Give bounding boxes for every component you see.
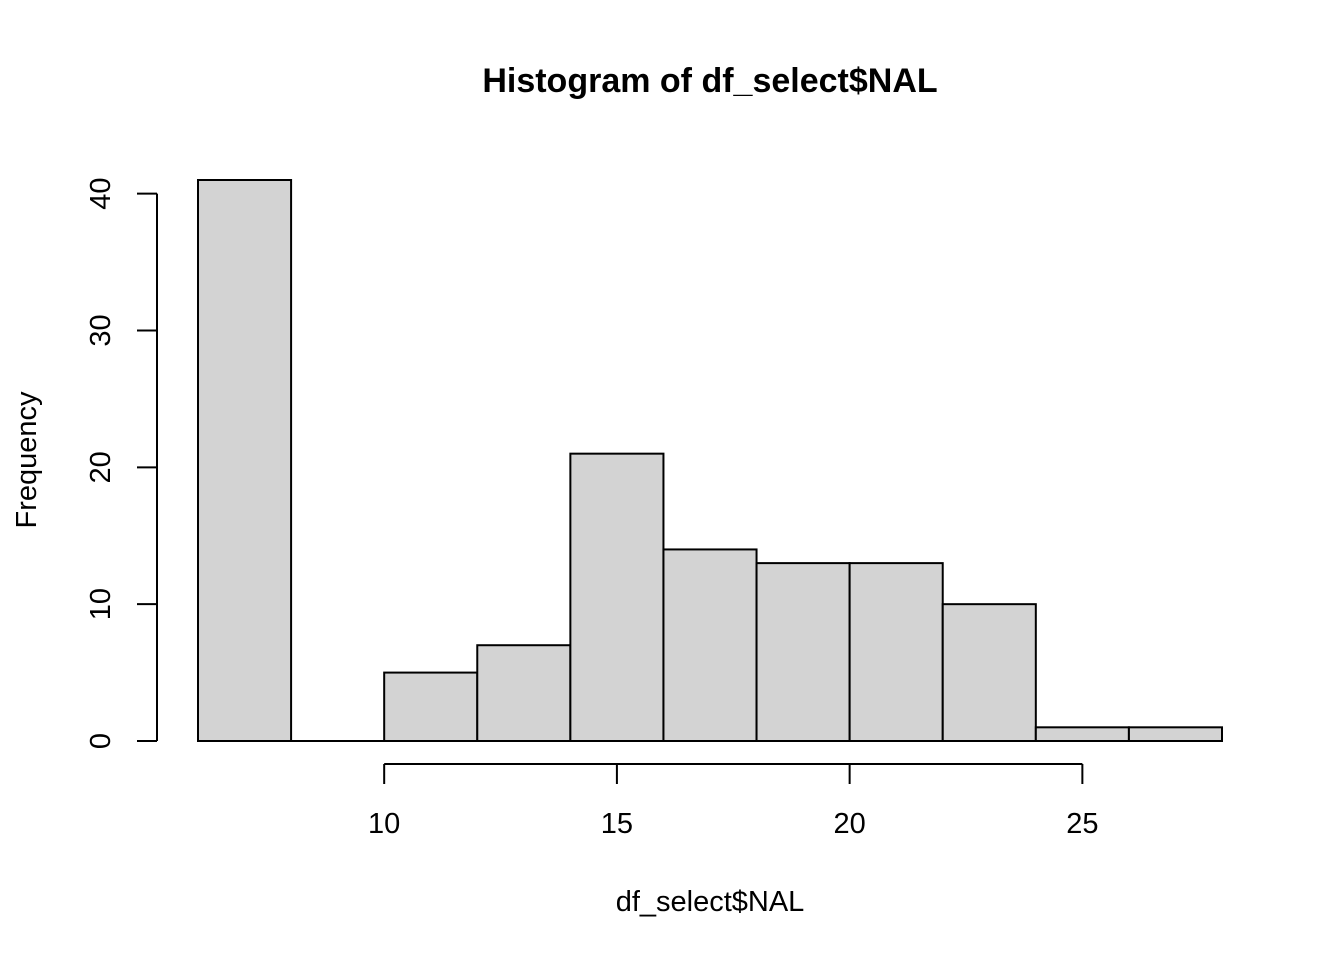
histogram-bar <box>569 452 665 742</box>
chart-title: Histogram of df_select$NAL <box>482 62 937 100</box>
histogram-bar <box>476 644 572 742</box>
histogram-bar <box>197 179 293 742</box>
y-axis: 0 10 20 30 40 <box>85 178 158 749</box>
x-tick-label: 15 <box>601 808 633 840</box>
y-axis-label: Frequency <box>11 391 43 529</box>
histogram-bar <box>941 603 1037 742</box>
y-tick-label: 10 <box>85 588 117 620</box>
bars-group <box>197 179 1223 743</box>
y-tick-label: 0 <box>85 733 117 749</box>
x-tick-label: 10 <box>368 808 400 840</box>
y-tick-label: 30 <box>85 314 117 346</box>
histogram-bar <box>662 548 758 742</box>
y-tick-label: 40 <box>85 178 117 210</box>
x-tick-label: 25 <box>1066 808 1098 840</box>
histogram-bar <box>1127 726 1223 743</box>
x-tick-label: 20 <box>834 808 866 840</box>
histogram-bar <box>1034 726 1130 743</box>
y-tick-label: 20 <box>85 451 117 483</box>
x-axis-label: df_select$NAL <box>616 886 805 918</box>
histogram-bar <box>848 562 944 742</box>
histogram-bar <box>383 671 479 743</box>
x-axis: 10 15 20 25 <box>368 763 1098 840</box>
histogram-bar <box>755 562 851 742</box>
